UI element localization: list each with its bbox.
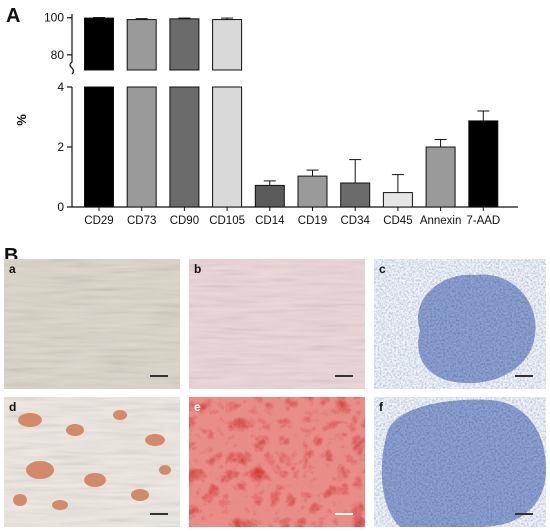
chart-tick-labels: 100 80 0 2 4 xyxy=(44,11,64,214)
y-tick-label: 100 xyxy=(44,11,64,25)
y-tick-label: 2 xyxy=(57,140,64,154)
micrograph-letter-f: f xyxy=(379,400,384,414)
y-axis-label: % xyxy=(14,114,29,126)
micrograph-letter-e: e xyxy=(194,400,201,414)
category-label: CD105 xyxy=(209,215,245,227)
micrograph-letter-c: c xyxy=(379,262,386,276)
bar xyxy=(297,175,328,208)
chart-category-labels: CD29 CD73 CD90 CD105 CD14 CD19 CD34 CD45 Annexin… xyxy=(84,215,500,227)
y-tick-label: 4 xyxy=(57,80,64,94)
micrograph-a: a xyxy=(4,259,180,389)
category-label: CD29 xyxy=(84,215,113,227)
y-tick-label: 80 xyxy=(51,48,65,62)
bar-upper xyxy=(126,19,157,71)
category-label: 7-AAD xyxy=(466,215,500,227)
micrograph-b: b xyxy=(189,259,365,389)
micrograph-c: c xyxy=(374,259,546,389)
bar-lower xyxy=(84,86,114,208)
category-label: Annexin xyxy=(420,215,462,227)
micrograph-grid: a b c xyxy=(4,259,546,527)
bar-lower xyxy=(212,86,243,208)
micrograph-f: f xyxy=(374,397,546,527)
chart-bars xyxy=(84,17,499,208)
category-label: CD14 xyxy=(255,215,285,227)
micrograph-letter-d: d xyxy=(9,400,16,414)
category-label: CD45 xyxy=(383,215,412,227)
micrograph-letter-a: a xyxy=(9,262,16,276)
bar-upper xyxy=(169,18,200,71)
bar xyxy=(425,146,456,208)
category-label: CD34 xyxy=(340,215,370,227)
bar xyxy=(340,182,371,208)
bar-lower xyxy=(126,86,157,208)
y-tick-label: 0 xyxy=(57,200,64,214)
bar xyxy=(468,120,499,208)
micrograph-d: d xyxy=(4,397,180,527)
bar-lower xyxy=(169,86,200,208)
category-label: CD19 xyxy=(298,215,327,227)
y-axis-break xyxy=(69,60,75,75)
bar xyxy=(382,192,413,208)
category-label: CD73 xyxy=(127,215,156,227)
chart-error-bars xyxy=(93,17,490,193)
bar-upper xyxy=(212,19,243,71)
panel-letter-a: A xyxy=(6,5,20,27)
bar xyxy=(254,184,285,208)
category-label: CD90 xyxy=(170,215,199,227)
micrograph-letter-b: b xyxy=(194,262,201,276)
bar-upper xyxy=(84,17,114,71)
micrograph-e: e xyxy=(189,397,365,527)
